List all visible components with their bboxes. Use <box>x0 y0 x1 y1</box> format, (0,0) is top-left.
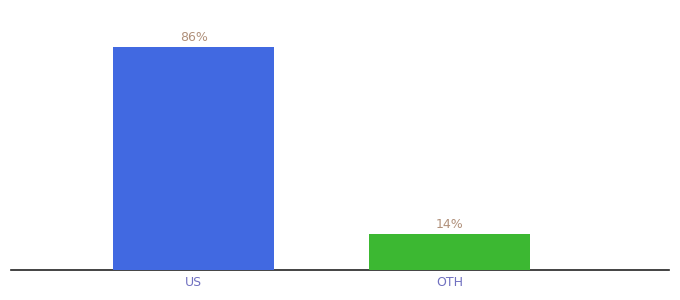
Bar <box>369 234 530 270</box>
Bar <box>114 47 274 270</box>
Text: 14%: 14% <box>436 218 464 231</box>
Text: 86%: 86% <box>180 31 208 44</box>
